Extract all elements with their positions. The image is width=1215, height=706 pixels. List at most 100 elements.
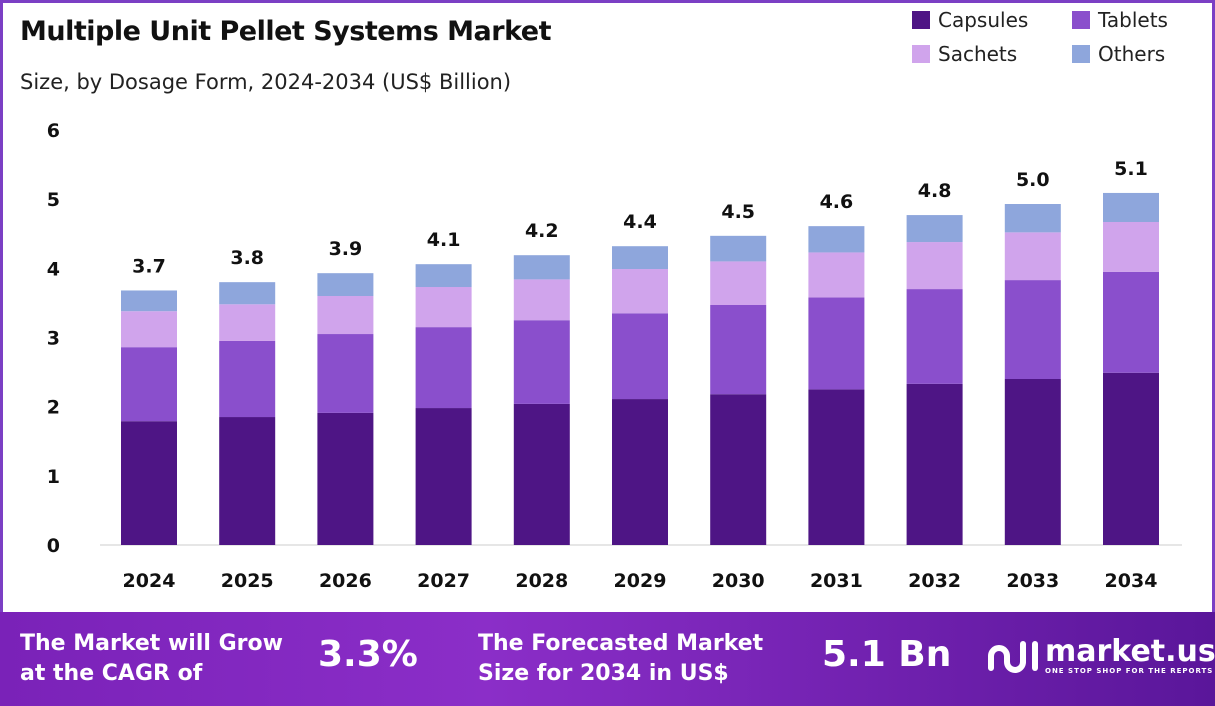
bar-segment-tablets (121, 347, 177, 422)
legend-sachets: Sachets (912, 42, 1072, 66)
total-label: 4.2 (525, 220, 559, 242)
bar-segment-tablets (415, 327, 472, 409)
bar-segment-sachets (1004, 232, 1061, 281)
bar-segment-sachets (906, 242, 963, 290)
bar-segment-capsules (317, 412, 374, 545)
legend-label: Tablets (1098, 8, 1168, 32)
legend-capsules: Capsules (912, 8, 1072, 32)
x-tick-label: 2028 (515, 570, 568, 592)
legend-others: Others (1072, 42, 1182, 66)
cagr-value: 3.3% (318, 634, 418, 675)
x-tick-label: 2029 (614, 570, 667, 592)
bar-segment-tablets (1103, 271, 1159, 373)
chart-title: Multiple Unit Pellet Systems Market (20, 16, 552, 47)
bar-segment-capsules (1004, 379, 1061, 545)
y-tick-label: 5 (47, 189, 60, 211)
bar-segment-capsules (710, 394, 767, 545)
logo-icon (988, 641, 1038, 673)
bar-segment-others (415, 264, 472, 288)
bar-segment-capsules (415, 408, 472, 545)
legend-label: Capsules (938, 8, 1029, 32)
total-label: 4.8 (918, 180, 952, 202)
x-tick-label: 2034 (1105, 570, 1158, 592)
bar-segment-capsules (1103, 372, 1159, 545)
bar-segment-sachets (710, 261, 767, 305)
total-label: 5.1 (1114, 158, 1148, 180)
bar-segment-sachets (219, 304, 276, 341)
bar-segment-sachets (808, 252, 865, 298)
x-tick-label: 2024 (123, 570, 176, 592)
bar-segment-sachets (121, 311, 177, 348)
y-tick-label: 0 (47, 535, 60, 557)
y-tick-label: 4 (47, 258, 60, 280)
legend-label: Others (1098, 42, 1166, 66)
legend-swatch (1072, 45, 1090, 63)
legend-swatch (912, 45, 930, 63)
y-tick-label: 1 (47, 466, 60, 488)
cagr-label: The Market will Grow at the CAGR of (20, 629, 283, 689)
bar-segment-sachets (513, 279, 570, 321)
bar-segment-others (808, 226, 865, 253)
forecast-value: 5.1 Bn (822, 634, 952, 675)
bar-segment-tablets (808, 297, 865, 390)
y-tick-label: 6 (47, 120, 60, 142)
total-label: 4.6 (820, 191, 854, 213)
bar-segment-others (710, 235, 767, 262)
x-tick-label: 2027 (417, 570, 470, 592)
bar-segment-tablets (1004, 280, 1061, 379)
bar-segment-capsules (219, 417, 276, 545)
legend-swatch (912, 11, 930, 29)
forecast-label-line: Size for 2034 in US$ (478, 661, 729, 686)
bar-segment-capsules (612, 399, 668, 545)
legend-tablets: Tablets (1072, 8, 1182, 32)
bar-segment-others (906, 215, 963, 243)
bar-segment-tablets (710, 304, 767, 395)
x-tick-label: 2025 (221, 570, 274, 592)
total-label: 3.7 (132, 255, 166, 277)
bar-segment-sachets (415, 287, 472, 328)
stacked-bar-chart: 0 1 2 3 4 5 6 3.7 2024 3.8 2025 3.9 2026 4.1 2027 4.2 20… (47, 120, 1182, 592)
bar-segment-tablets (906, 289, 963, 384)
chart-subtitle: Size, by Dosage Form, 2024-2034 (US$ Bil… (20, 70, 512, 94)
x-tick-label: 2033 (1006, 570, 1059, 592)
total-label: 4.5 (721, 201, 755, 223)
cagr-label-line: at the CAGR of (20, 661, 203, 686)
bar-segment-capsules (121, 421, 177, 545)
cagr-label-line: The Market will Grow (20, 631, 283, 656)
total-label: 5.0 (1016, 169, 1050, 191)
bar-segment-capsules (513, 403, 570, 545)
x-tick-label: 2030 (712, 570, 765, 592)
total-label: 3.8 (230, 247, 264, 269)
logo-name: market.us (1045, 634, 1215, 669)
bar-segment-sachets (317, 296, 374, 335)
logo-tagline: ONE STOP SHOP FOR THE REPORTS (1045, 667, 1214, 675)
bar-segment-others (513, 255, 570, 280)
bar-segment-tablets (513, 320, 570, 404)
bar-segment-others (612, 246, 668, 270)
footer-banner: The Market will Grow at the CAGR of 3.3% … (0, 612, 1215, 706)
x-tick-label: 2032 (908, 570, 961, 592)
bar-segment-sachets (1103, 221, 1159, 272)
y-tick-label: 2 (47, 397, 60, 419)
total-label: 3.9 (329, 238, 363, 260)
total-label: 4.4 (623, 211, 657, 233)
bar-segment-others (1004, 204, 1061, 233)
legend-label: Sachets (938, 42, 1018, 66)
x-tick-label: 2031 (810, 570, 863, 592)
bar-segment-tablets (317, 334, 374, 413)
y-tick-label: 3 (47, 328, 60, 350)
bar-segment-others (1103, 192, 1159, 222)
x-tick-label: 2026 (319, 570, 372, 592)
bar-segment-capsules (906, 383, 963, 545)
bar-segment-others (121, 290, 177, 312)
bar-segment-capsules (808, 389, 865, 545)
bar-segment-others (317, 273, 374, 296)
market-us-logo: market.us ONE STOP SHOP FOR THE REPORTS (985, 634, 1215, 678)
bar-segment-tablets (612, 313, 668, 400)
bar-segment-others (219, 282, 276, 305)
total-label: 4.1 (427, 229, 461, 251)
forecast-label: The Forecasted Market Size for 2034 in US… (478, 629, 763, 689)
legend: Capsules Tablets Sachets Others (912, 8, 1182, 66)
bar-segment-sachets (612, 269, 668, 314)
